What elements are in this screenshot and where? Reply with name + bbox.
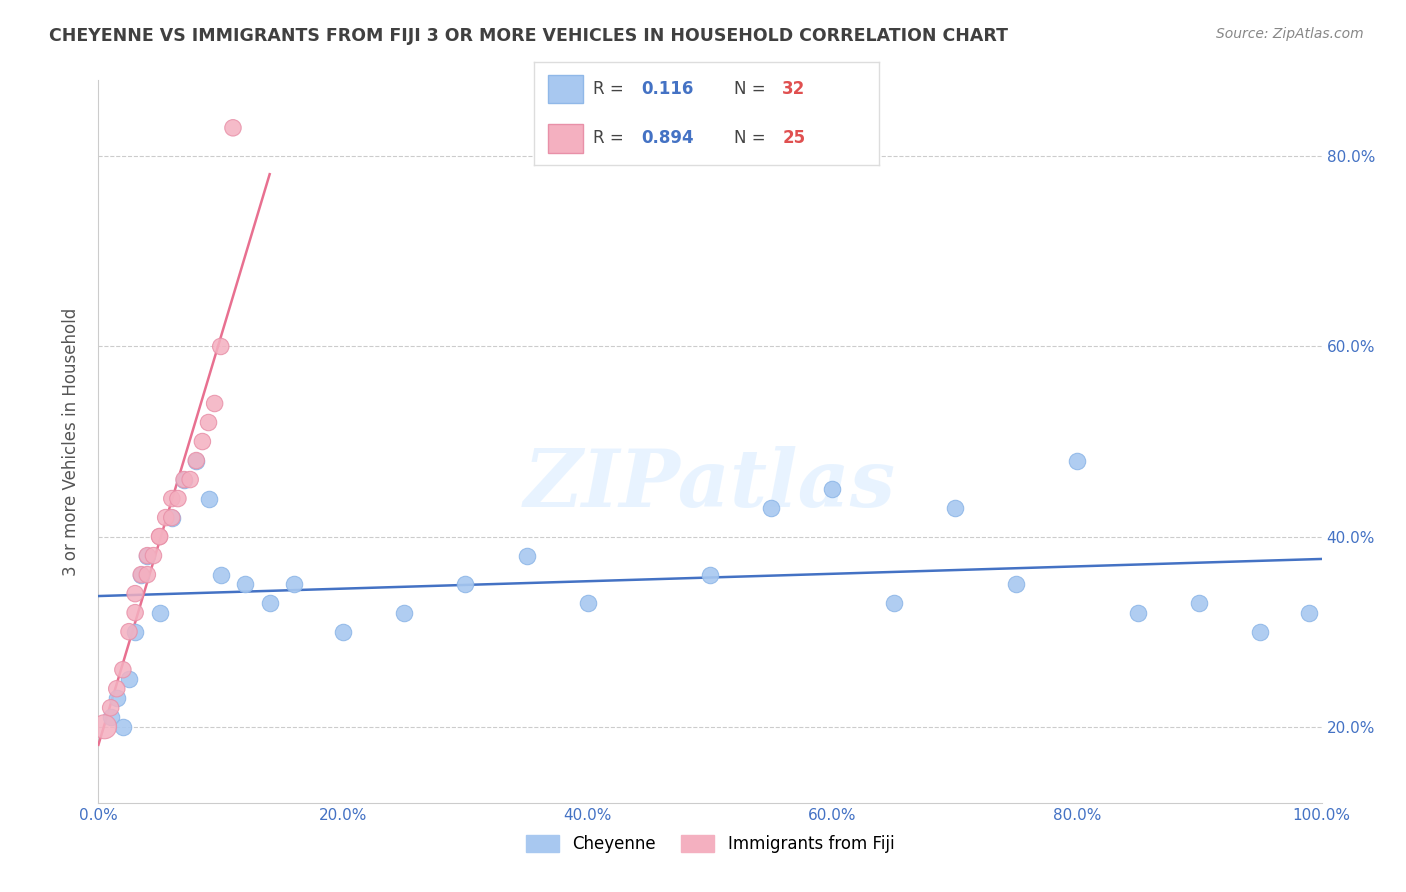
Legend: Cheyenne, Immigrants from Fiji: Cheyenne, Immigrants from Fiji [519, 828, 901, 860]
Point [149, 530, 172, 544]
Point [454, 577, 477, 591]
Point [93, 720, 115, 734]
Point [167, 491, 190, 506]
Point [761, 501, 783, 516]
Point [124, 587, 146, 601]
Point [149, 530, 172, 544]
Point [516, 549, 538, 563]
Text: R =: R = [593, 79, 628, 97]
Point [392, 606, 416, 620]
Point [821, 482, 844, 496]
Point [204, 396, 226, 410]
Text: 25: 25 [782, 128, 806, 147]
Point [173, 473, 195, 487]
Point [179, 473, 201, 487]
Point [576, 596, 599, 610]
Point [943, 501, 966, 516]
Text: CHEYENNE VS IMMIGRANTS FROM FIJI 3 OR MORE VEHICLES IN HOUSEHOLD CORRELATION CHA: CHEYENNE VS IMMIGRANTS FROM FIJI 3 OR MO… [49, 27, 1008, 45]
Point [1066, 453, 1088, 467]
Point [160, 510, 183, 524]
Point [191, 434, 214, 449]
Y-axis label: 3 or more Vehicles in Household: 3 or more Vehicles in Household [62, 308, 80, 575]
Point [136, 549, 159, 563]
Point [332, 624, 354, 639]
Text: 0.894: 0.894 [641, 128, 693, 147]
Point [105, 691, 128, 706]
Point [142, 549, 165, 563]
Bar [548, 124, 582, 153]
Point [1298, 606, 1320, 620]
Point [118, 672, 141, 686]
Point [100, 710, 122, 724]
Text: N =: N = [734, 79, 770, 97]
Text: 32: 32 [782, 79, 806, 97]
Point [155, 510, 177, 524]
Text: N =: N = [734, 128, 770, 147]
Point [129, 567, 152, 582]
Point [105, 681, 128, 696]
Point [1250, 624, 1272, 639]
Point [111, 663, 134, 677]
Point [259, 596, 281, 610]
Point [173, 473, 195, 487]
Point [124, 606, 146, 620]
Point [222, 120, 245, 135]
Point [197, 491, 219, 506]
Point [233, 577, 256, 591]
Point [129, 567, 152, 582]
Point [136, 549, 159, 563]
Point [699, 567, 721, 582]
Point [1004, 577, 1026, 591]
Point [160, 491, 183, 506]
Point [186, 453, 208, 467]
Point [149, 606, 172, 620]
Text: R =: R = [593, 128, 628, 147]
Point [118, 624, 141, 639]
Point [197, 416, 219, 430]
Point [136, 567, 159, 582]
Point [883, 596, 905, 610]
Text: 0.116: 0.116 [641, 79, 693, 97]
Text: Source: ZipAtlas.com: Source: ZipAtlas.com [1216, 27, 1364, 41]
Point [100, 700, 122, 714]
Bar [548, 75, 582, 103]
Point [1128, 606, 1150, 620]
Point [209, 567, 232, 582]
Point [124, 624, 146, 639]
Point [160, 510, 183, 524]
Text: ZIPatlas: ZIPatlas [524, 446, 896, 524]
Point [283, 577, 305, 591]
Point [111, 720, 134, 734]
Point [209, 339, 232, 353]
Point [186, 453, 208, 467]
Point [1188, 596, 1211, 610]
